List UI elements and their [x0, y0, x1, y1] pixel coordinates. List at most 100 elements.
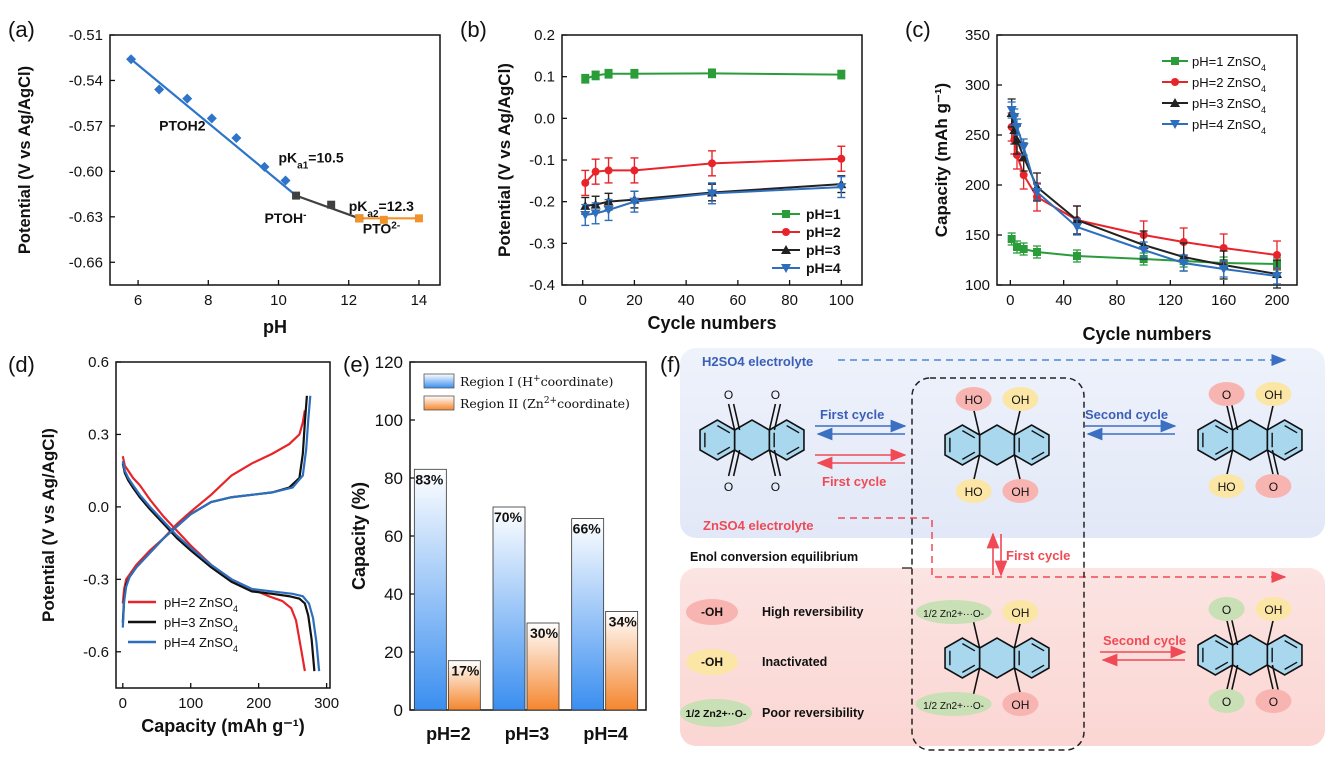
data-point [707, 189, 717, 199]
bond [972, 454, 981, 482]
legend-label: Region II (Zn2+coordinate) [460, 396, 630, 411]
legend-high-text: High reversibility [762, 605, 863, 619]
atom-label: O [724, 480, 733, 494]
data-point [1013, 151, 1021, 159]
data-point [231, 133, 242, 144]
charge-curve [121, 395, 312, 628]
data-point [1012, 135, 1022, 144]
data-point [1178, 259, 1189, 268]
data-point [355, 214, 364, 223]
first-cycle-red-arrows [815, 448, 907, 470]
y-tick-label: 0 [394, 701, 403, 720]
annotation: PTOH- [264, 209, 306, 226]
legend-high-reversibility: -OH High reversibility [686, 599, 863, 625]
atom-label: 1/2 Zn2+···O- [923, 609, 984, 620]
y-tick-label: 100 [965, 277, 990, 294]
x-axis-label: Capacity (mAh g⁻¹) [141, 716, 305, 736]
legend-label: pH=2 ZnSO4 [164, 595, 238, 614]
legend-oh-badge-inact: -OH [701, 655, 723, 669]
y-tick-label: 150 [965, 227, 990, 244]
second-cycle-red-arrows [1100, 645, 1187, 667]
bar [571, 518, 605, 711]
double-bond [1271, 424, 1298, 456]
bar-value-label: 34% [609, 613, 638, 629]
x-tick-label: 0 [119, 695, 127, 712]
data-point [1072, 223, 1082, 232]
bond [768, 403, 777, 431]
legend-label: pH=3 [806, 242, 841, 258]
bond [1225, 664, 1234, 692]
y-tick-label: 0.0 [88, 499, 109, 516]
bar-value-label: 83% [415, 471, 444, 487]
legend-marker [1171, 78, 1179, 86]
bond [773, 403, 782, 431]
double-bond [1202, 639, 1229, 671]
x-axis-label: Cycle numbers [647, 313, 776, 333]
y-tick-label: -0.3 [529, 235, 555, 252]
x-tick-label: 40 [678, 292, 695, 309]
central-ring [733, 419, 771, 461]
x-tick-label: 20 [626, 292, 643, 309]
bond [727, 449, 736, 477]
atom-label: O [771, 388, 780, 402]
y-tick-label: -0.57 [69, 118, 103, 135]
data-point [1019, 245, 1028, 253]
group-highlight [1208, 382, 1245, 406]
x-category-label: pH=2 [426, 724, 471, 744]
data-point [629, 197, 640, 207]
bond [1013, 621, 1022, 649]
data-point [1018, 143, 1029, 152]
x-axis-label: pH [263, 317, 287, 337]
central-ring [1231, 419, 1269, 461]
second-cycle-blue-arrows [1085, 419, 1177, 441]
group-highlight [1208, 474, 1245, 498]
data-point [1138, 246, 1149, 255]
data-point [1013, 243, 1021, 251]
y-tick-label: -0.4 [529, 277, 555, 294]
bond [1225, 449, 1234, 477]
y-axis-label: Capacity (mAh g⁻¹) [932, 83, 951, 237]
x-tick-label: 100 [829, 292, 854, 309]
x-tick-label: 60 [730, 292, 747, 309]
group-highlight [1002, 387, 1039, 411]
annotation: PTOH2 [159, 117, 206, 133]
x-tick-label: 200 [1264, 292, 1289, 309]
molecule-h2so4-second: O OH HO O [1197, 382, 1303, 498]
data-point [1006, 106, 1017, 115]
data-point [1032, 188, 1042, 197]
data-point [182, 93, 193, 104]
atom-label: O [1269, 695, 1278, 709]
group-highlight [915, 600, 992, 624]
data-point [591, 167, 600, 176]
y-tick-label: 350 [965, 27, 990, 44]
double-bond [1202, 424, 1229, 456]
x-tick-label: 0 [579, 292, 587, 309]
bar [413, 468, 447, 711]
double-bond [1271, 639, 1298, 671]
enol-equilibrium-label: Enol conversion equilibrium [690, 550, 858, 564]
y-tick-label: 300 [965, 77, 990, 94]
bond [732, 449, 741, 477]
data-point [836, 183, 847, 193]
plot-frame [996, 34, 1298, 286]
group-highlight [915, 692, 992, 716]
bond [1230, 664, 1239, 692]
x-tick-label: 100 [178, 695, 203, 712]
x-tick-label: 0 [1006, 292, 1014, 309]
y-tick-label: 80 [384, 469, 403, 488]
central-ring [1231, 634, 1269, 676]
legend-swatch [423, 373, 455, 389]
molecule-pq: O O O O [699, 388, 805, 494]
atom-label: OH [1011, 393, 1029, 407]
panel-label-c: (c) [905, 17, 931, 42]
bond [732, 403, 741, 431]
x-tick-label: 40 [1055, 292, 1072, 309]
x-tick-label: 300 [314, 695, 339, 712]
legend-marker [781, 245, 791, 254]
legend-swatch [423, 395, 455, 411]
molecule-zn-coordinated: 1/2 Zn2+···O- OH 1/2 Zn2+···O- OH [915, 600, 1050, 716]
bar [526, 622, 560, 711]
group-highlight [1208, 597, 1245, 621]
x-tick-label: 14 [411, 292, 428, 309]
